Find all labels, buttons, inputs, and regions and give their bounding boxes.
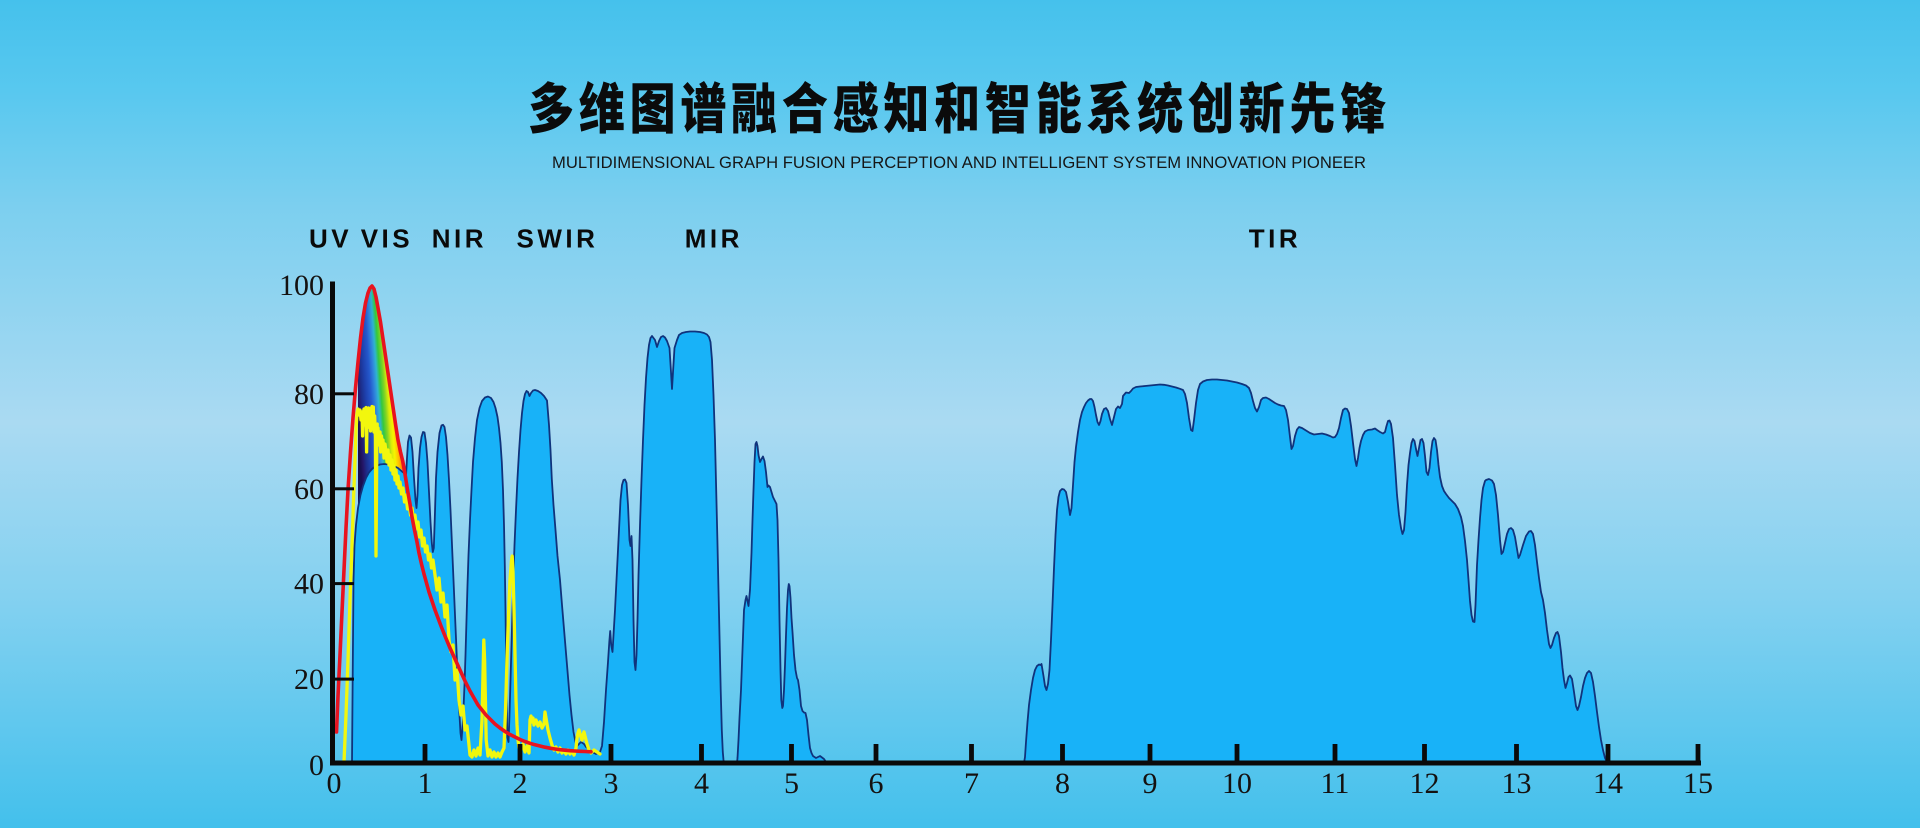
svg-text:0: 0: [309, 749, 324, 782]
svg-text:MIR: MIR: [685, 224, 743, 254]
svg-text:12: 12: [1410, 767, 1440, 800]
svg-text:7: 7: [964, 767, 979, 800]
svg-text:TIR: TIR: [1249, 224, 1301, 254]
svg-text:5: 5: [784, 767, 799, 800]
svg-text:3: 3: [604, 767, 619, 800]
svg-text:SWIR: SWIR: [517, 224, 599, 254]
svg-text:4: 4: [694, 767, 709, 800]
svg-text:8: 8: [1055, 767, 1070, 800]
svg-text:MULTIDIMENSIONAL GRAPH FUSION: MULTIDIMENSIONAL GRAPH FUSION PERCEPTION…: [552, 153, 1366, 172]
svg-text:9: 9: [1143, 767, 1158, 800]
svg-text:11: 11: [1321, 767, 1350, 800]
svg-text:20: 20: [294, 663, 324, 696]
svg-text:60: 60: [294, 473, 324, 506]
svg-text:0: 0: [327, 767, 342, 800]
svg-text:100: 100: [279, 269, 324, 302]
svg-text:UV: UV: [309, 224, 352, 254]
svg-text:15: 15: [1683, 767, 1713, 800]
svg-text:VIS: VIS: [361, 224, 413, 254]
svg-text:10: 10: [1222, 767, 1252, 800]
svg-text:80: 80: [294, 378, 324, 411]
svg-text:13: 13: [1502, 767, 1532, 800]
svg-text:1: 1: [418, 767, 433, 800]
svg-text:2: 2: [513, 767, 528, 800]
svg-text:14: 14: [1593, 767, 1623, 800]
svg-text:NIR: NIR: [432, 224, 487, 254]
svg-text:6: 6: [869, 767, 884, 800]
svg-text:40: 40: [294, 568, 324, 601]
